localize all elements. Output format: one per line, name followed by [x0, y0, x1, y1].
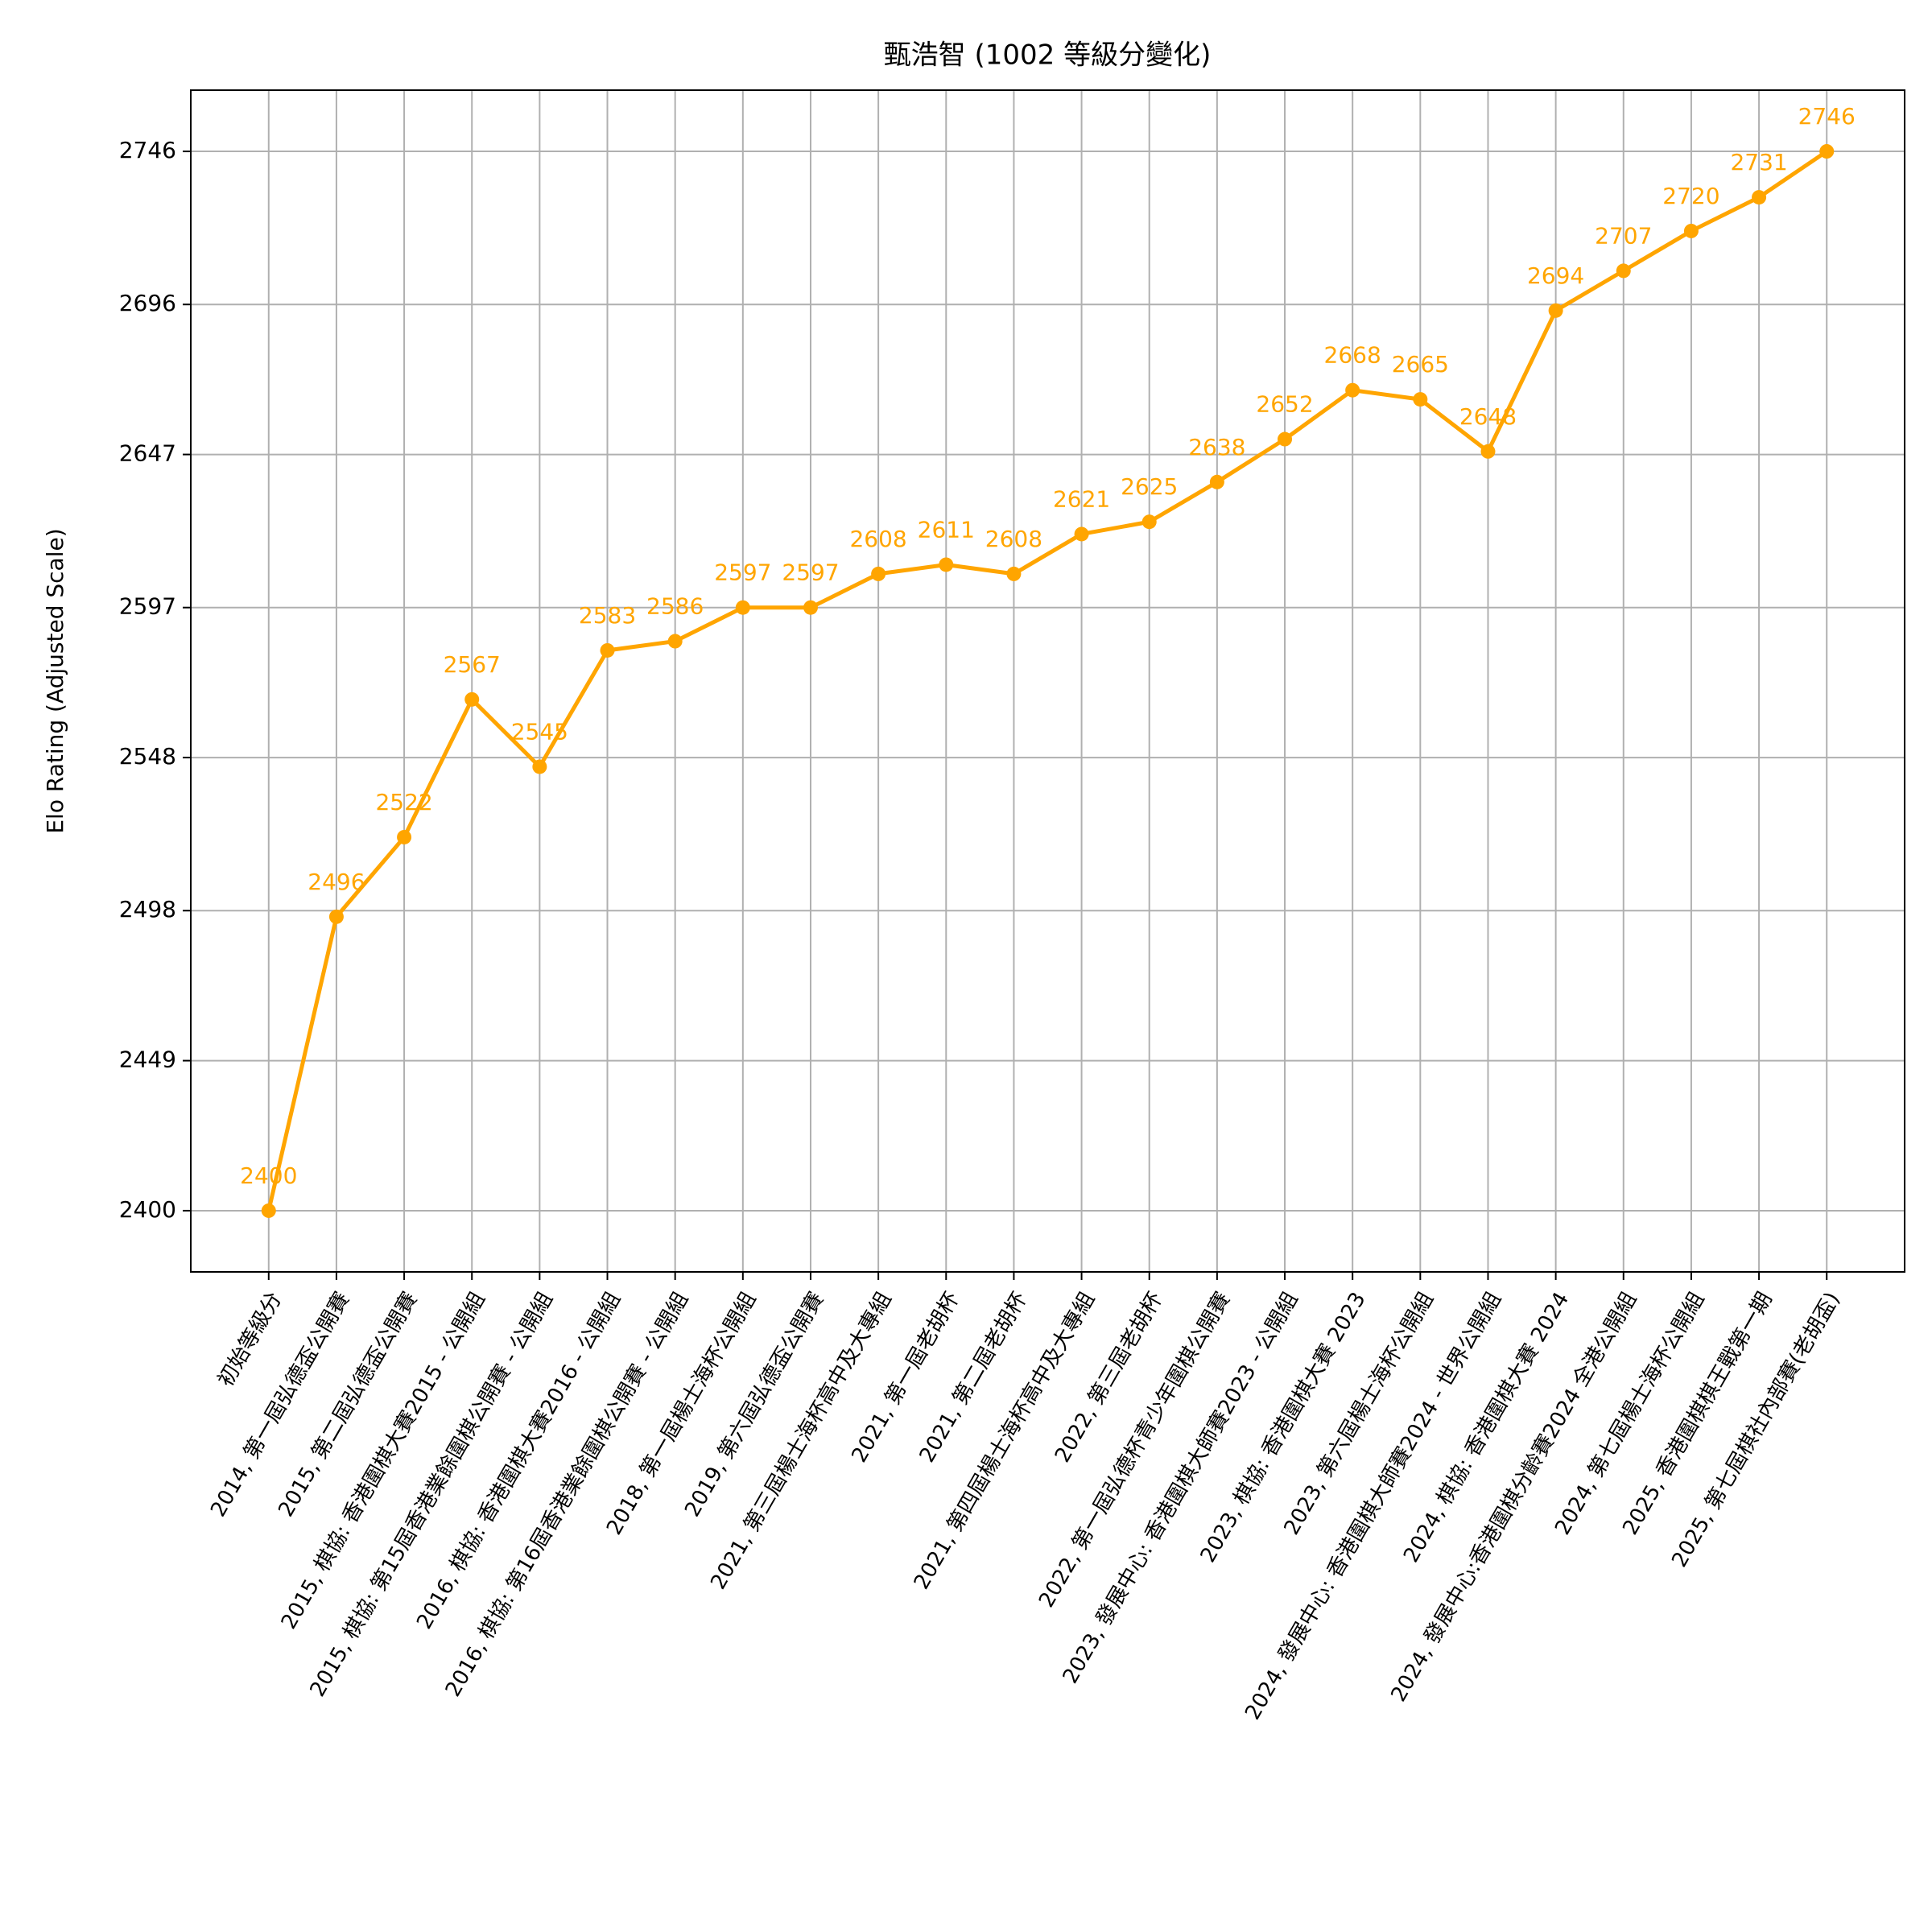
marker	[261, 1203, 276, 1218]
marker	[532, 759, 547, 774]
data-label: 2707	[1595, 222, 1652, 249]
data-label: 2638	[1188, 434, 1245, 460]
marker	[1345, 382, 1360, 398]
data-label: 2597	[782, 559, 839, 586]
x-tick-label: 2024, 發展中心: 香港圍棋大師賽2024 - 世界公開組	[1241, 1288, 1506, 1724]
marker	[667, 634, 683, 649]
marker	[1752, 190, 1767, 205]
data-label: 2621	[1053, 485, 1110, 512]
data-label: 2567	[444, 651, 501, 678]
data-label: 2608	[849, 526, 906, 552]
x-tick-label: 2024, 發展中心:香港圍棋分齡賽2024 全港公開組	[1386, 1288, 1641, 1706]
data-label: 2625	[1121, 473, 1178, 500]
data-label: 2648	[1459, 403, 1517, 430]
y-tick-label: 2548	[119, 743, 176, 770]
data-label: 2400	[240, 1162, 297, 1189]
marker	[735, 600, 750, 615]
marker	[1006, 566, 1022, 581]
y-tick-label: 2647	[119, 440, 176, 467]
y-tick-label: 2400	[119, 1196, 176, 1223]
x-tick-label: 2016, 棋協: 第16屆香港業餘圍棋公開賽 - 公開組	[441, 1288, 693, 1701]
plot-frame	[190, 89, 1905, 1273]
data-label: 2668	[1324, 342, 1381, 369]
x-tick-label: 2015, 棋協: 第15屆香港業餘圍棋公開賽 - 公開組	[306, 1288, 558, 1701]
data-label: 2652	[1256, 391, 1313, 418]
data-label: 2731	[1730, 149, 1787, 175]
y-tick-label: 2498	[119, 896, 176, 923]
marker	[328, 909, 344, 924]
data-label: 2608	[985, 526, 1042, 552]
data-label: 2665	[1392, 351, 1449, 378]
data-label: 2522	[375, 789, 432, 815]
marker	[1278, 431, 1293, 447]
data-label: 2597	[714, 559, 771, 586]
x-tick-label: 2014, 第一屆弘德盃公開賽	[206, 1288, 354, 1521]
line	[266, 149, 1828, 1212]
data-label: 2720	[1662, 183, 1719, 209]
x-tick-label: 2015, 第二屆弘德盃公開賽	[274, 1288, 422, 1521]
y-tick-label: 2449	[119, 1046, 176, 1073]
marker	[1616, 263, 1631, 279]
marker	[1683, 223, 1699, 238]
marker	[1074, 526, 1089, 542]
marker	[1141, 514, 1157, 530]
y-tick-label: 2597	[119, 593, 176, 620]
y-tick-label: 2746	[119, 137, 176, 163]
marker	[1480, 444, 1496, 459]
marker	[871, 566, 886, 581]
marker	[397, 829, 412, 844]
chart-title: 甄浩智 (1002 等級分變化)	[884, 39, 1212, 72]
data-label: 2545	[511, 718, 568, 745]
marker	[600, 642, 615, 658]
x-tick-label: 初始等級分	[213, 1288, 287, 1391]
y-axis-label: Elo Rating (Adjusted Scale)	[42, 528, 68, 833]
marker	[1413, 392, 1428, 407]
data-label: 2746	[1798, 103, 1856, 130]
marker	[803, 600, 818, 615]
marker	[1548, 303, 1563, 318]
data-label: 2586	[646, 593, 704, 620]
marker	[1819, 144, 1835, 159]
data-label: 2583	[579, 602, 636, 629]
marker	[464, 691, 480, 707]
x-tick-label: 2019, 第六屆弘德盃公開賽	[680, 1288, 828, 1521]
marker	[939, 557, 954, 572]
data-label: 2496	[308, 869, 365, 895]
y-tick-label: 2696	[119, 290, 176, 316]
marker	[1209, 474, 1224, 489]
data-label: 2694	[1527, 262, 1584, 289]
data-label: 2611	[918, 516, 975, 543]
